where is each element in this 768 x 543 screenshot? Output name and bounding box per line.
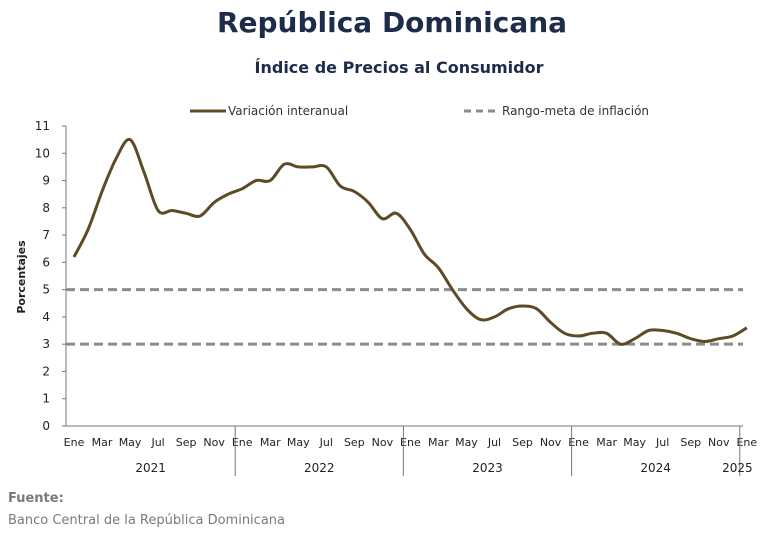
x-tick-label: Mar — [92, 436, 113, 449]
legend: Variación interanual Rango-meta de infla… — [190, 104, 649, 118]
legend-label-target: Rango-meta de inflación — [502, 104, 649, 118]
chart-subtitle: Índice de Precios al Consumidor — [254, 58, 544, 77]
x-tick-label: Ene — [232, 436, 253, 449]
legend-label-series: Variación interanual — [228, 104, 348, 118]
series-group — [72, 137, 748, 346]
y-tick-label: 7 — [42, 228, 50, 242]
y-tick-label: 6 — [42, 255, 50, 269]
y-tick-label: 9 — [42, 174, 50, 188]
series-line-variacion-interanual — [72, 137, 748, 346]
x-tick-label: May — [119, 436, 142, 449]
year-label: 2022 — [304, 461, 335, 475]
target-range-lines — [66, 288, 743, 346]
x-axis-labels: Ene Mar May Jul Sep Nov Ene Mar May Jul Sep Nov Ene M… — [64, 426, 757, 476]
source-text: Banco Central de la República Dominicana — [8, 513, 285, 528]
line-chart: Variación interanual Rango-meta de infla… — [15, 104, 757, 476]
y-tick-label: 1 — [42, 392, 50, 406]
x-tick-label: Ene — [400, 436, 421, 449]
year-label: 2025 — [722, 461, 753, 475]
x-tick-label: Jul — [655, 436, 669, 449]
x-tick-label: Nov — [203, 436, 225, 449]
x-tick-label: Jul — [319, 436, 333, 449]
chart-title: República Dominicana — [216, 6, 568, 39]
x-tick-label: Sep — [512, 436, 533, 449]
x-tick-label: Nov — [708, 436, 730, 449]
y-tick-label: 2 — [42, 364, 50, 378]
x-tick-label: Ene — [64, 436, 85, 449]
x-tick-label: Jul — [150, 436, 164, 449]
year-label: 2024 — [640, 461, 671, 475]
year-label: 2023 — [472, 461, 503, 475]
x-tick-label: Sep — [344, 436, 365, 449]
y-tick-label: 11 — [35, 119, 50, 133]
x-tick-label: Nov — [372, 436, 394, 449]
x-tick-label: Mar — [260, 436, 281, 449]
y-tick-label: 8 — [42, 201, 50, 215]
y-tick-label: 10 — [35, 146, 50, 160]
y-axis-label: Porcentajes — [15, 240, 28, 314]
x-tick-label: Ene — [736, 436, 757, 449]
x-tick-label: Mar — [428, 436, 449, 449]
y-tick-label: 4 — [42, 310, 50, 324]
year-label: 2021 — [135, 461, 166, 475]
x-tick-label: Nov — [540, 436, 562, 449]
x-tick-label: Sep — [680, 436, 701, 449]
x-tick-label: May — [623, 436, 646, 449]
x-tick-label: May — [455, 436, 478, 449]
x-tick-label: Mar — [596, 436, 617, 449]
x-tick-label: Jul — [487, 436, 501, 449]
x-tick-label: Sep — [176, 436, 197, 449]
y-tick-label: 0 — [42, 419, 50, 433]
y-tick-label: 3 — [42, 337, 50, 351]
axes: 0 1 2 3 4 5 6 7 8 9 10 11 — [35, 119, 743, 433]
source-label: Fuente: — [8, 491, 64, 506]
x-tick-label: Ene — [568, 436, 589, 449]
x-tick-label: May — [287, 436, 310, 449]
y-tick-label: 5 — [42, 283, 50, 297]
